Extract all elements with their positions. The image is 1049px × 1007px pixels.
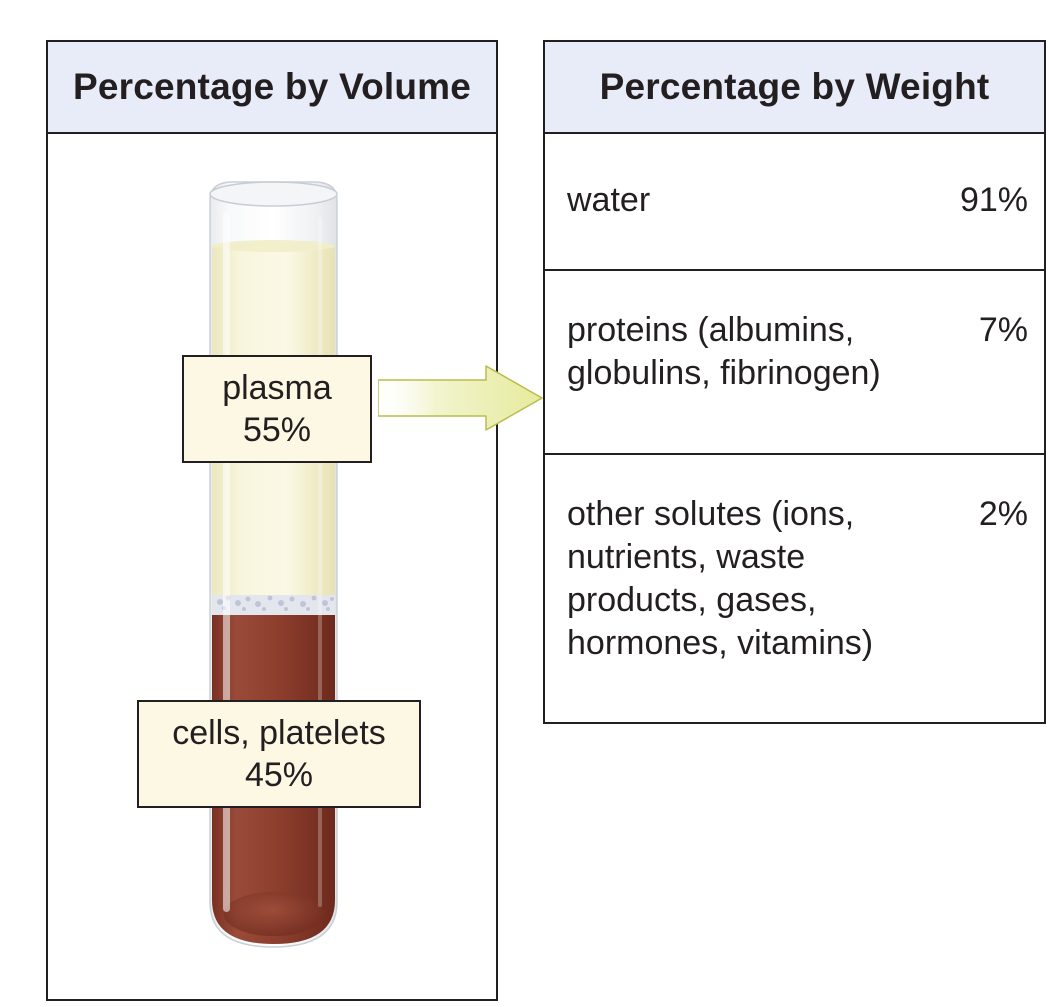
tube-rim <box>209 181 338 207</box>
weight-row-name: water <box>567 181 651 219</box>
cells-label-name: cells, platelets <box>172 714 386 752</box>
volume-panel: Percentage by Volume <box>46 40 498 1001</box>
weight-row-percent: 7% <box>978 311 1028 349</box>
weight-row-water: water 91% <box>545 134 1044 271</box>
cells-label-percent: 45% <box>244 756 314 794</box>
plasma-label-name: plasma <box>222 369 332 407</box>
cells-label: cells, platelets 45% <box>137 700 421 808</box>
volume-panel-title: Percentage by Volume <box>48 42 496 134</box>
weight-row-percent: 91% <box>959 181 1028 219</box>
plasma-label: plasma 55% <box>182 355 372 463</box>
plasma-arrow <box>378 365 543 431</box>
weight-panel: Percentage by Weight water 91% proteins … <box>543 40 1046 724</box>
weight-row-name: other solutes (ions, nutrients, waste pr… <box>567 495 874 662</box>
plasma-label-percent: 55% <box>242 411 312 449</box>
weight-row-percent: 2% <box>978 495 1028 533</box>
weight-row-other-solutes: other solutes (ions, nutrients, waste pr… <box>545 455 1044 722</box>
weight-row-name: proteins (albumins, globulins, fibrinoge… <box>567 311 881 392</box>
weight-row-proteins: proteins (albumins, globulins, fibrinoge… <box>545 271 1044 455</box>
test-tube-illustration <box>209 181 338 948</box>
weight-panel-title: Percentage by Weight <box>545 42 1044 134</box>
buffy-coat-layer <box>212 595 335 617</box>
